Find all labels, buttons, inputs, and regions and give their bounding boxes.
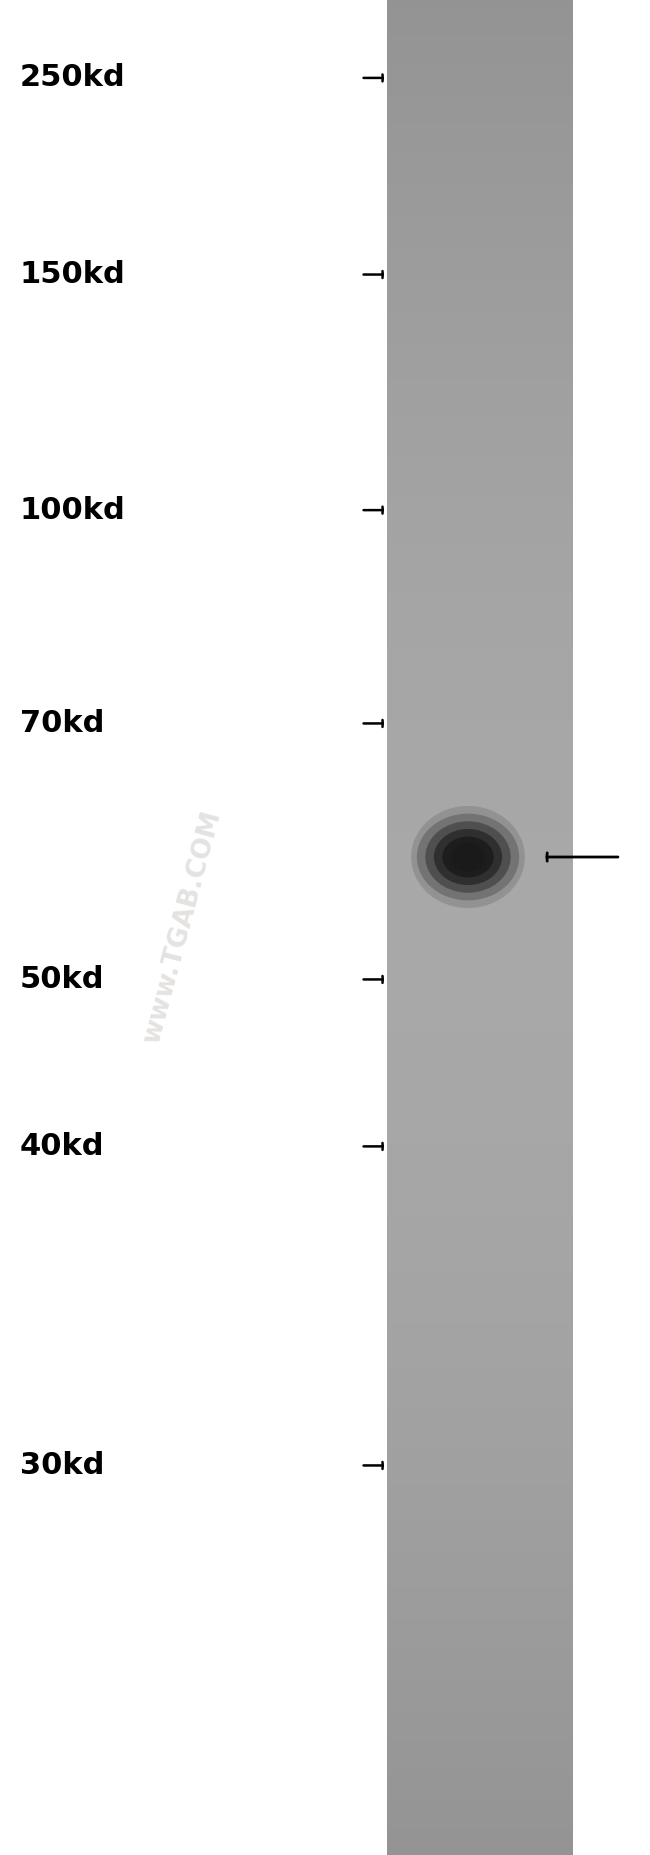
Ellipse shape xyxy=(425,822,511,892)
Text: 40kd: 40kd xyxy=(20,1132,104,1161)
Text: 50kd: 50kd xyxy=(20,965,104,994)
Text: 70kd: 70kd xyxy=(20,709,104,738)
Text: 150kd: 150kd xyxy=(20,260,125,289)
Text: 30kd: 30kd xyxy=(20,1451,104,1480)
Ellipse shape xyxy=(411,805,525,909)
Text: 250kd: 250kd xyxy=(20,63,125,93)
Ellipse shape xyxy=(451,842,485,872)
Ellipse shape xyxy=(434,829,502,885)
Ellipse shape xyxy=(417,814,519,900)
Text: 100kd: 100kd xyxy=(20,495,125,525)
Text: www.TGAB.COM: www.TGAB.COM xyxy=(138,809,226,1046)
Ellipse shape xyxy=(443,837,493,877)
